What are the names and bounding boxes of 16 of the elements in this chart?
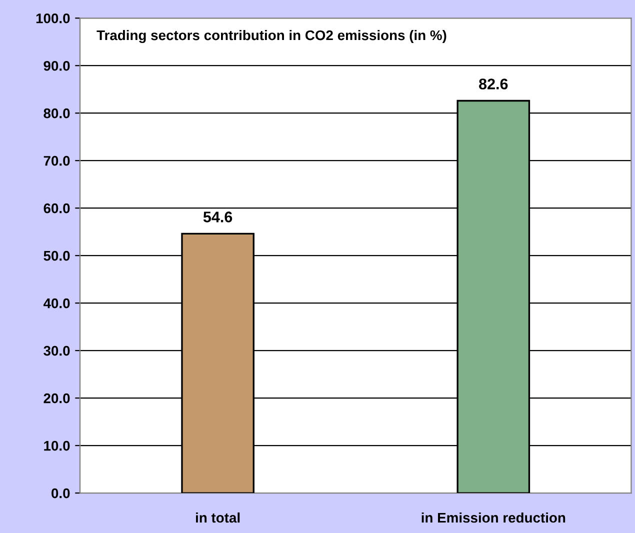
y-tick-label: 10.0: [44, 440, 70, 451]
data-label: 54.6: [203, 212, 232, 222]
y-tick-label: 50.0: [44, 250, 70, 261]
y-tick-label: 80.0: [44, 108, 70, 118]
x-tick-label: in Emission reduction: [422, 512, 566, 523]
y-tick-label: 30.0: [44, 346, 70, 356]
y-tick-label: 90.0: [44, 60, 70, 71]
y-tick-label: 0.0: [52, 488, 70, 498]
y-tick-label: 100.0: [36, 13, 70, 24]
x-tick-label: in total: [196, 512, 240, 523]
text: Trading sectors contribution in CO2 emissions (in %): [96, 30, 446, 43]
y-tick-label: 60.0: [44, 203, 70, 214]
y-tick-label: 20.0: [44, 393, 70, 404]
data-label: 82.6: [479, 78, 508, 90]
y-tick-label: 70.0: [44, 156, 70, 166]
y-tick-label: 40.0: [43, 298, 70, 308]
